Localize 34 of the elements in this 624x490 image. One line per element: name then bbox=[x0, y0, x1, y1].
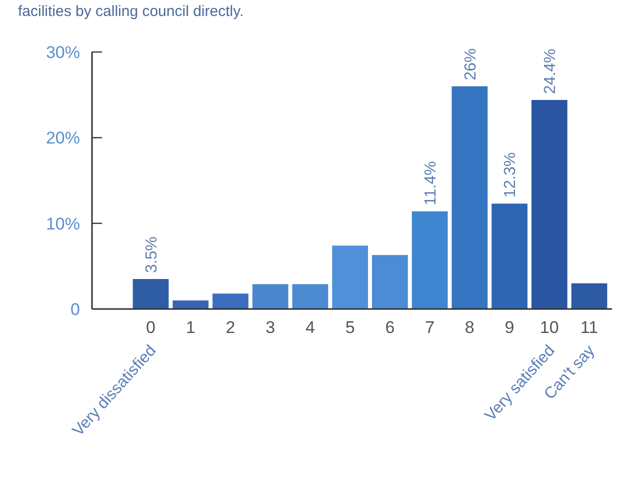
x-tick-label: 8 bbox=[464, 318, 474, 337]
x-tick-label: 1 bbox=[186, 318, 196, 337]
x-tick-label: 9 bbox=[504, 318, 514, 337]
x-tick-label: 7 bbox=[425, 318, 435, 337]
bar bbox=[252, 284, 288, 309]
bar bbox=[332, 246, 368, 309]
y-tick-label: 30% bbox=[46, 42, 80, 62]
data-label: 26% bbox=[462, 48, 480, 80]
data-label: 3.5% bbox=[143, 236, 160, 274]
bar bbox=[132, 279, 169, 309]
data-label: 24.4% bbox=[542, 48, 559, 94]
x-tick-label: 11 bbox=[580, 318, 598, 337]
x-tick-label: 10 bbox=[540, 318, 559, 337]
y-tick-label: 0 bbox=[70, 300, 80, 319]
x-tick-label: 6 bbox=[385, 318, 395, 337]
x-tick-label: 3 bbox=[266, 318, 276, 337]
bar bbox=[571, 283, 608, 309]
data-label: 11.4% bbox=[422, 161, 440, 206]
bar bbox=[531, 100, 568, 309]
chart-title: facilities by calling council directly. bbox=[18, 3, 244, 20]
y-tick-label: 10% bbox=[46, 214, 80, 234]
bar bbox=[452, 86, 488, 309]
bar bbox=[212, 294, 248, 309]
x-tick-label: 2 bbox=[226, 318, 236, 337]
bar bbox=[492, 204, 528, 309]
x-tick-label: 4 bbox=[305, 318, 315, 337]
x-tick-label: 0 bbox=[146, 318, 156, 337]
bar bbox=[372, 255, 408, 309]
bar bbox=[292, 284, 328, 309]
y-tick-label: 20% bbox=[46, 128, 80, 148]
x-tick-label: 5 bbox=[345, 318, 355, 337]
bar bbox=[172, 300, 209, 309]
bar bbox=[412, 211, 448, 309]
data-label: 12.3% bbox=[502, 152, 520, 198]
